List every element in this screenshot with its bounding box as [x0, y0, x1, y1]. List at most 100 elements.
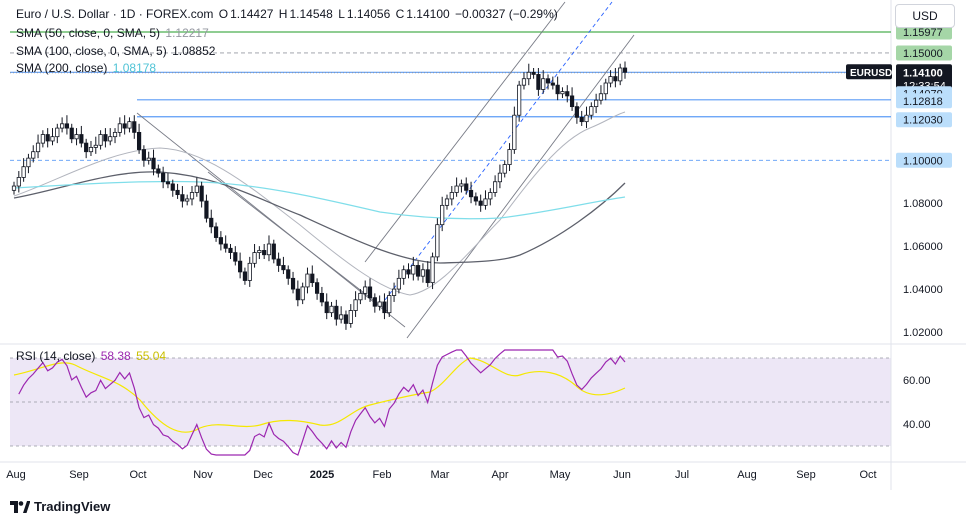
rsi-legend[interactable]: RSI (14, close) 58.38 55.04: [16, 349, 168, 363]
candle-body: [247, 262, 252, 281]
candle-body: [252, 252, 257, 264]
time-tick-label: 2025: [310, 469, 334, 481]
candle-body: [512, 114, 517, 150]
last-price-badge-bg: [896, 64, 952, 94]
candle-body: [199, 185, 204, 202]
candle-body: [358, 292, 363, 301]
badge-level-s4-bg: [896, 152, 952, 168]
candle-body: [565, 91, 570, 97]
candle-body: [502, 164, 507, 174]
candle-body: [425, 269, 430, 284]
time-tick-label: Feb: [373, 469, 392, 481]
symbol-badge: EURUSD: [850, 68, 892, 79]
close-value: 1.14100: [406, 7, 450, 21]
tradingview-brand[interactable]: TradingView: [10, 499, 110, 514]
candle-body: [290, 277, 296, 290]
high-value: 1.14548: [289, 7, 333, 21]
candle-body: [430, 256, 435, 284]
sma100-legend[interactable]: SMA (100, close, 0, SMA, 5) 1.08852: [16, 44, 217, 58]
badge-level-top: 1.15977: [903, 27, 943, 39]
sma50-value: 1.12217: [165, 26, 209, 40]
time-tick-label: Sep: [796, 469, 816, 481]
candle-body: [483, 198, 488, 206]
low-label: L: [338, 7, 345, 21]
candle-body: [618, 67, 623, 82]
candle-body: [521, 78, 527, 86]
candle-body: [343, 314, 349, 324]
candle-body: [459, 183, 464, 187]
rsi-ma-value: 55.04: [136, 349, 167, 363]
candle-body: [257, 250, 262, 253]
candle-body: [319, 292, 325, 303]
sma200-legend[interactable]: SMA (200, close) 1.08178: [16, 61, 158, 75]
candle-body: [363, 286, 368, 294]
up-channel-mid: [384, 1, 613, 301]
candle-body: [314, 282, 320, 294]
candle-body: [550, 82, 555, 86]
candle-body: [493, 181, 498, 193]
candle-body: [589, 106, 594, 116]
candle-body: [262, 250, 267, 256]
candle-body: [218, 237, 223, 245]
time-tick-label: Jun: [613, 469, 631, 481]
sma100-value: 1.08852: [172, 44, 216, 58]
candle-body: [444, 198, 450, 206]
candle-body: [334, 305, 339, 320]
candle-body: [449, 192, 454, 200]
candle-body: [416, 265, 421, 277]
candle-body: [541, 78, 546, 90]
candle-body: [401, 269, 406, 279]
candle-body: [112, 131, 118, 138]
candle-body: [185, 198, 190, 202]
candle-body: [242, 271, 248, 281]
candle-body: [213, 226, 219, 238]
candle-body: [531, 71, 536, 75]
close-label: C: [395, 7, 405, 21]
symbol-title: Euro / U.S. Dollar · 1D · FOREX.com: [16, 7, 214, 21]
low-value: 1.14056: [346, 7, 391, 21]
candle-body: [367, 286, 373, 299]
candle-body: [574, 106, 579, 118]
candle-body: [276, 258, 281, 266]
time-axis: Aug Sep Oct Nov Dec 2025 Feb Mar Apr May Jun Jul Aug…: [6, 469, 876, 481]
sma100-label: SMA (100, close, 0, SMA, 5): [16, 44, 167, 58]
time-tick-label: May: [550, 469, 571, 481]
candle-body: [440, 204, 445, 226]
candle-body: [468, 189, 474, 198]
currency-button[interactable]: USD: [895, 4, 955, 28]
tradingview-logo-icon: [10, 500, 30, 513]
time-tick-label: Oct: [129, 469, 146, 481]
candle-body: [93, 144, 98, 148]
candle-body: [209, 217, 214, 228]
candle-body: [228, 247, 233, 253]
candle-body: [406, 269, 411, 275]
candle-body: [156, 168, 161, 174]
open-label: O: [218, 7, 229, 21]
candle-body: [69, 127, 74, 140]
candle-body: [391, 288, 397, 296]
candle-body: [55, 127, 60, 138]
candle-body: [382, 301, 387, 314]
candle-body: [189, 192, 195, 200]
sma50-legend[interactable]: SMA (50, close, 0, SMA, 5) 1.12217: [16, 26, 211, 40]
time-tick-label: Nov: [193, 469, 213, 481]
sma200-value: 1.08178: [112, 61, 157, 75]
candle-body: [132, 121, 137, 133]
candle-body: [435, 224, 440, 258]
time-tick-label: Aug: [737, 469, 757, 481]
candle-body: [329, 305, 334, 314]
candle-body: [31, 151, 36, 159]
candle-body: [536, 74, 541, 90]
symbol-legend[interactable]: Euro / U.S. Dollar · 1D · FOREX.com O 1.1…: [16, 7, 560, 21]
open-value: 1.14427: [230, 7, 274, 21]
candle-body: [478, 200, 483, 206]
candle-body: [584, 114, 589, 123]
candle-body: [98, 134, 103, 146]
brand-name: TradingView: [34, 499, 111, 514]
rsi-line: [18, 349, 626, 456]
candle-body: [223, 243, 228, 249]
candle-body: [194, 185, 199, 193]
candle-body: [411, 265, 416, 275]
symbol-badge-bg: [846, 64, 892, 80]
